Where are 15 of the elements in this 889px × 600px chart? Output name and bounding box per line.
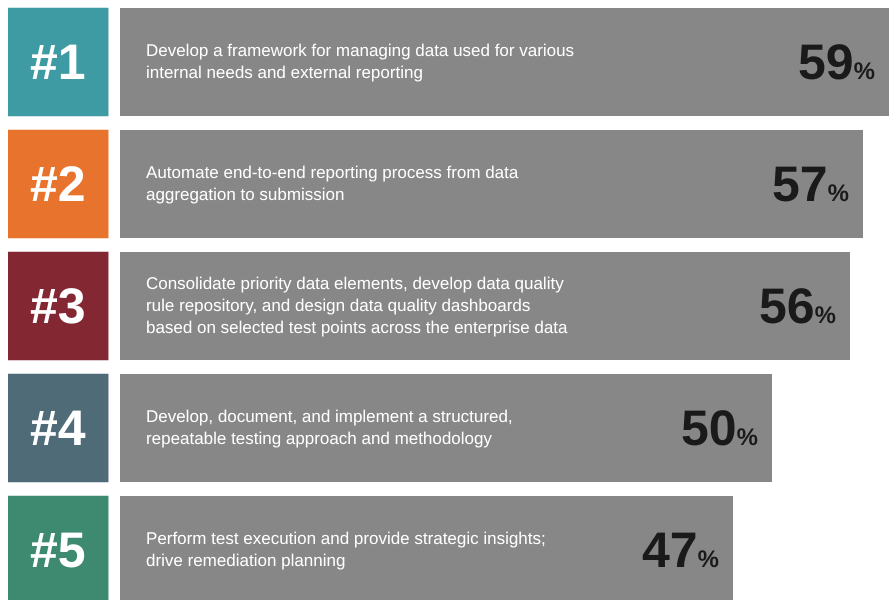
y-tick-label: Automate end-to-end reporting process from data aggregation to submission <box>146 163 519 204</box>
data-label: 57% <box>772 156 849 212</box>
text: #4 <box>30 400 86 456</box>
text: #3 <box>30 278 86 334</box>
y-tick-label: Perform test execution and provide strategic insights; drive remediation planning <box>146 529 546 570</box>
text: #2 <box>30 156 86 212</box>
y-tick-label: Consolidate priority data elements, develop data quality rule repository, and design data quality dashboards based on selected test points across the enterprise data <box>146 274 568 338</box>
data-label: 59% <box>798 34 875 90</box>
y-tick-label: Develop a framework for managing data used for various internal needs and external reporting <box>146 41 574 82</box>
text: #1 <box>30 34 86 90</box>
data-label: 47% <box>642 522 719 578</box>
text: #5 <box>30 522 86 578</box>
data-label: 56% <box>759 278 836 334</box>
y-tick-label: Develop, document, and implement a structured, repeatable testing approach and methodology <box>146 407 513 448</box>
data-label: 50% <box>681 400 758 456</box>
